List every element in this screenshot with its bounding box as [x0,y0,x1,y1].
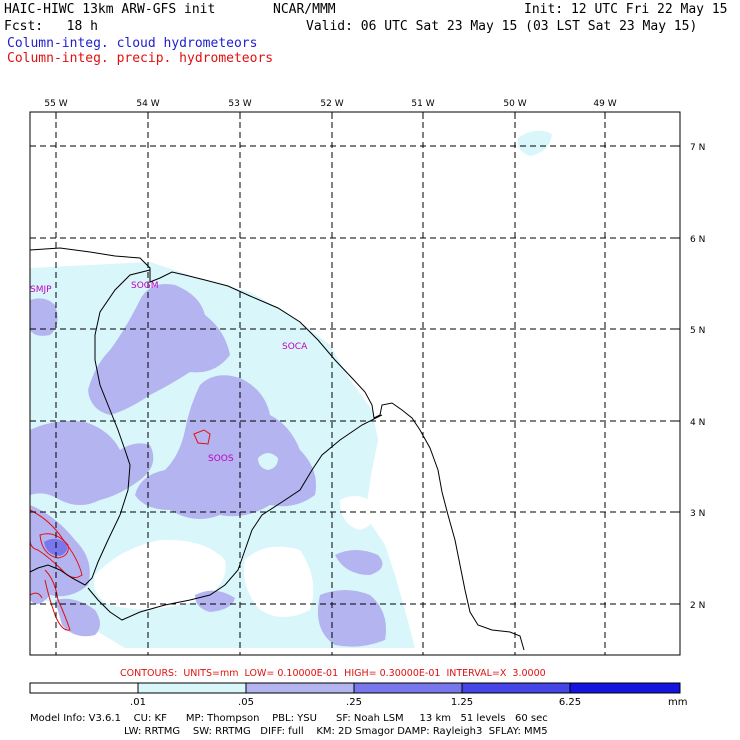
latitude-labels: 7 N 6 N 5 N 4 N 3 N 2 N [690,143,705,611]
longitude-labels: 55 W 54 W 53 W 52 W 51 W 50 W 49 W [44,99,616,109]
organization: NCAR/MMM [273,2,336,17]
colorbar-bin [569,682,681,694]
station-label: SOGM [131,281,159,291]
cloud-field-medium [55,598,100,637]
clear-gap [94,539,226,609]
lat-label: 2 N [690,601,705,611]
colorbar-bin [461,682,571,694]
precip-contour [29,592,43,599]
init-time: Init: 12 UTC Fri 22 May 15 [524,2,728,17]
map-frame [29,111,681,656]
cloud-field-medium [335,550,383,575]
border-path [87,414,383,621]
clear-gap [340,496,376,530]
frame-ticks [55,112,680,605]
precip-contour [39,533,69,559]
model-info-line1: Model Info: V3.6.1 CU: KF MP: Thompson P… [30,713,548,724]
lon-label: 51 W [411,99,434,109]
station-label: SOCA [282,342,308,352]
lon-label: 49 W [593,99,616,109]
colorbar-tick: .25 [346,697,362,708]
coastline [29,247,525,651]
lon-label: 54 W [136,99,159,109]
forecast-hour: Fcst: 18 h [4,19,98,34]
cloud-shading [30,130,552,648]
cloud-field-medium [30,298,58,336]
lon-label: 52 W [320,99,343,109]
cloud-field-medium [30,421,154,505]
precip-contour [193,429,211,445]
lon-label: 50 W [503,99,526,109]
cloud-field-medium [88,284,230,415]
cloud-field-light [517,130,552,156]
colorbar-tick: .01 [130,697,146,708]
cloud-hole [258,453,278,470]
coastline-path [29,247,525,651]
cloud-field-medium [135,375,316,519]
colorbar-tick: .05 [238,697,254,708]
lat-label: 5 N [690,326,705,336]
colorbar: .01 .05 .25 1.25 6.25 mm [29,682,687,708]
lat-lon-grid [30,112,680,655]
field-label-cloud: Column-integ. cloud hydrometeors [7,36,258,51]
precip-contour [29,509,83,579]
field-label-precip: Column-integ. precip. hydrometeors [7,51,274,66]
contour-info: CONTOURS: UNITS=mm LOW= 0.10000E-01 HIGH… [120,668,546,679]
colorbar-bin [29,682,139,694]
colorbar-unit: mm [668,697,687,708]
lat-label: 6 N [690,235,705,245]
lat-label: 4 N [690,418,705,428]
colorbar-bin [245,682,355,694]
colorbar-bin [137,682,247,694]
clear-gap [243,546,314,618]
lon-label: 53 W [228,99,251,109]
lat-label: 3 N [690,509,705,519]
model-title: HAIC-HIWC 13km ARW-GFS init [4,2,216,17]
station-labels: SMJP SOGM SOCA SOOS [30,281,308,464]
colorbar-tick: 6.25 [559,697,581,708]
border-path [29,269,151,586]
model-info-line2: LW: RRTMG SW: RRTMG DIFF: full KM: 2D Sm… [124,726,548,737]
colorbar-bin [353,682,463,694]
lat-label: 7 N [690,143,705,153]
lon-label: 55 W [44,99,67,109]
valid-time: Valid: 06 UTC Sat 23 May 15 (03 LST Sat … [306,19,698,34]
station-label: SMJP [30,285,52,295]
colorbar-tick: 1.25 [451,697,473,708]
station-label: SOOS [208,454,234,464]
